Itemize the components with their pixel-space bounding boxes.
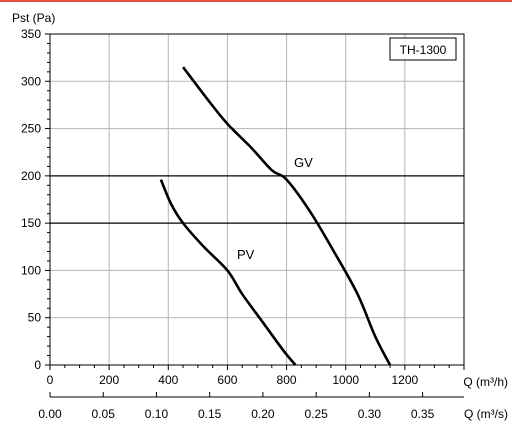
y-tick-labels: 0 50 100 150 200 250 300 350 [21,27,41,372]
y-axis-label: Pst (Pa) [12,11,55,25]
model-badge-text: TH-1300 [400,43,447,57]
x-tick-label: 800 [277,373,297,387]
series-label-gv: GV [294,155,313,170]
y-tick-label: 250 [21,122,41,136]
grid [50,34,464,365]
x-tick-label: 200 [99,373,119,387]
y-tick-label: 350 [21,27,41,41]
x2-tick-label: 0.30 [358,407,382,421]
y-tick-label: 0 [34,358,41,372]
minor-ticks [45,33,465,370]
x2-tick-label: 0.15 [198,407,222,421]
model-badge: TH-1300 [389,37,457,61]
x-tick-label: 400 [158,373,178,387]
model-badge-box [389,37,457,61]
series-label-pv: PV [237,247,255,262]
x-tick-label: 600 [217,373,237,387]
x2-axis-label: Q (m³/s) [464,407,508,421]
x2-tick-label: 0.10 [145,407,169,421]
series-group [159,66,392,366]
x2-tick-label: 0.05 [92,407,116,421]
y-tick-label: 300 [21,74,41,88]
x-tick-label: 1000 [332,373,359,387]
highlight-lines [50,175,464,224]
x2-tick-label: 0.25 [304,407,328,421]
x-tick-label: 0 [47,373,54,387]
secondary-axis-ticks [49,392,424,397]
series-line-gv [182,66,392,366]
y-tick-label: 50 [28,311,42,325]
x-axis-label: Q (m³/h) [463,375,508,389]
secondary-axis-tick-labels: 0.00 0.05 0.10 0.15 0.20 0.25 0.30 0.35 [38,407,434,421]
x-tick-labels: 0 200 400 600 800 1000 1200 [47,373,419,387]
y-tick-label: 150 [21,216,41,230]
y-tick-label: 200 [21,169,41,183]
x-tick-label: 1200 [392,373,419,387]
x2-tick-label: 0.20 [251,407,275,421]
x2-tick-label: 0.35 [411,407,435,421]
x2-tick-label: 0.00 [38,407,62,421]
y-tick-label: 100 [21,263,41,277]
series-line-pv [159,179,297,366]
